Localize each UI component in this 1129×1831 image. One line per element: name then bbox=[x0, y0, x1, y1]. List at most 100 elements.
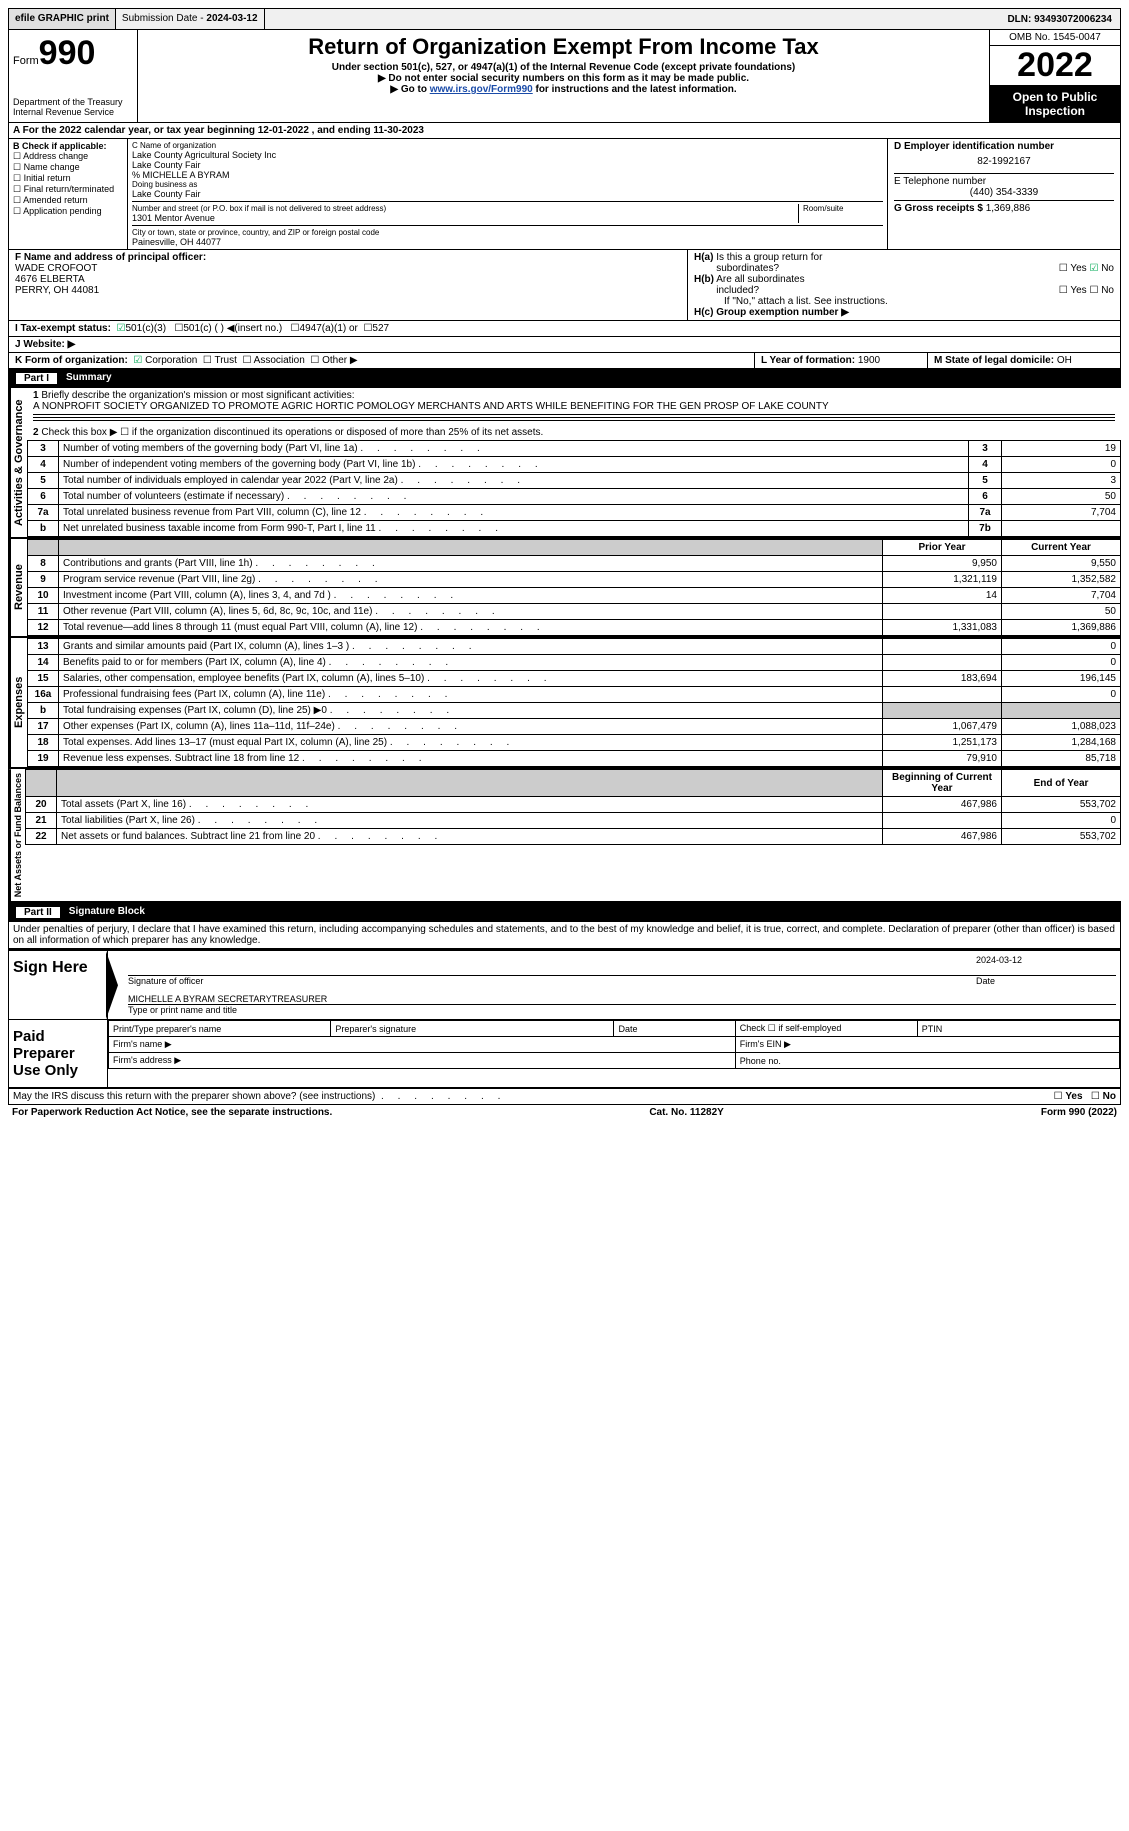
dln: DLN: 93493072006234 bbox=[999, 14, 1120, 25]
state-domicile-label: M State of legal domicile: bbox=[934, 355, 1057, 366]
ha-no[interactable] bbox=[1089, 263, 1101, 274]
org-name-1: Lake County Agricultural Society Inc bbox=[132, 150, 883, 160]
mission-label: Briefly describe the organization's miss… bbox=[41, 390, 354, 401]
check-initial-return[interactable]: Initial return bbox=[13, 173, 123, 184]
check-corp[interactable] bbox=[133, 355, 145, 366]
public-inspection: Open to Public Inspection bbox=[990, 86, 1120, 122]
col-begin: Beginning of Current Year bbox=[883, 770, 1002, 797]
org-name-2: Lake County Fair bbox=[132, 160, 883, 170]
sign-arrow-icon bbox=[106, 951, 118, 1019]
table-row: 19Revenue less expenses. Subtract line 1… bbox=[28, 751, 1121, 767]
entity-block: B Check if applicable: Address change Na… bbox=[8, 139, 1121, 250]
block-d: D Employer identification number 82-1992… bbox=[888, 139, 1120, 249]
firm-addr-label: Firm's address ▶ bbox=[109, 1053, 736, 1069]
firm-phone-label: Phone no. bbox=[735, 1053, 1119, 1069]
ha-no-label: No bbox=[1101, 263, 1114, 274]
discuss-text: May the IRS discuss this return with the… bbox=[13, 1091, 375, 1102]
revenue-section: Revenue Prior Year Current Year 8Contrib… bbox=[8, 539, 1121, 638]
footer-left: For Paperwork Reduction Act Notice, see … bbox=[12, 1107, 332, 1118]
label-assoc: Association bbox=[254, 355, 305, 366]
ein-value: 82-1992167 bbox=[894, 152, 1114, 171]
table-row: 6Total number of volunteers (estimate if… bbox=[28, 489, 1121, 505]
table-row: 12Total revenue—add lines 8 through 11 (… bbox=[28, 620, 1121, 636]
street-label: Number and street (or P.O. box if mail i… bbox=[132, 204, 798, 213]
period-begin: 12-01-2022 bbox=[258, 125, 309, 136]
label-trust: Trust bbox=[214, 355, 236, 366]
check-final-return[interactable]: Final return/terminated bbox=[13, 184, 123, 195]
part1-name: Summary bbox=[66, 372, 112, 385]
sign-date: 2024-03-12 bbox=[972, 955, 1116, 976]
form-org-row: K Form of organization: Corporation Trus… bbox=[8, 353, 1121, 369]
website-label: J Website: ▶ bbox=[15, 339, 75, 350]
table-row: 8Contributions and grants (Part VIII, li… bbox=[28, 556, 1121, 572]
dba-label: Doing business as bbox=[132, 180, 883, 189]
table-row: 20Total assets (Part X, line 16)467,9865… bbox=[26, 797, 1121, 813]
discuss-no-label: No bbox=[1103, 1091, 1116, 1102]
check-amended[interactable]: Amended return bbox=[13, 195, 123, 206]
hc-label: H(c) Group exemption number ▶ bbox=[694, 307, 849, 318]
col-prior: Prior Year bbox=[883, 540, 1002, 556]
check-501c3[interactable] bbox=[117, 323, 126, 334]
revenue-table: Prior Year Current Year 8Contributions a… bbox=[27, 539, 1121, 636]
line2-text: Check this box ▶ ☐ if the organization d… bbox=[41, 427, 543, 438]
prep-date-label: Date bbox=[614, 1021, 735, 1037]
block-b: B Check if applicable: Address change Na… bbox=[9, 139, 128, 249]
year-formation: 1900 bbox=[858, 355, 880, 366]
table-row: 22Net assets or fund balances. Subtract … bbox=[26, 829, 1121, 845]
period-end: 11-30-2023 bbox=[373, 125, 424, 136]
sig-officer-label: Signature of officer bbox=[128, 976, 976, 986]
form-title: Return of Organization Exempt From Incom… bbox=[142, 34, 985, 60]
ha-yes[interactable] bbox=[1059, 263, 1071, 274]
form-number: 990 bbox=[39, 34, 96, 72]
prep-self-employed[interactable]: Check ☐ if self-employed bbox=[735, 1021, 917, 1037]
page-footer: For Paperwork Reduction Act Notice, see … bbox=[8, 1105, 1121, 1120]
submission-label: Submission Date - bbox=[122, 13, 206, 24]
instructions-link-line: Go to www.irs.gov/Form990 for instructio… bbox=[142, 84, 985, 95]
hb-note: If "No," attach a list. See instructions… bbox=[694, 296, 1114, 307]
col-end: End of Year bbox=[1002, 770, 1121, 797]
hb-yes-label: Yes bbox=[1070, 285, 1086, 296]
hb-no[interactable] bbox=[1089, 285, 1101, 296]
table-row: 16aProfessional fundraising fees (Part I… bbox=[28, 687, 1121, 703]
gross-value: 1,369,886 bbox=[986, 203, 1031, 214]
discuss-yes-label: Yes bbox=[1065, 1091, 1082, 1102]
table-row: 9Program service revenue (Part VIII, lin… bbox=[28, 572, 1121, 588]
label-501c: 501(c) ( ) ◀(insert no.) bbox=[183, 323, 282, 334]
discuss-yes[interactable] bbox=[1054, 1091, 1066, 1102]
check-4947[interactable] bbox=[291, 323, 300, 334]
ptin-label: PTIN bbox=[917, 1021, 1119, 1037]
table-row: 21Total liabilities (Part X, line 26)0 bbox=[26, 813, 1121, 829]
check-trust[interactable] bbox=[203, 355, 215, 366]
hb-yes[interactable] bbox=[1059, 285, 1071, 296]
label-501c3: 501(c)(3) bbox=[125, 323, 166, 334]
preparer-table: Print/Type preparer's name Preparer's si… bbox=[108, 1020, 1120, 1069]
ein-label: D Employer identification number bbox=[894, 141, 1054, 152]
check-other[interactable] bbox=[310, 355, 322, 366]
block-b-title: B Check if applicable: bbox=[13, 141, 107, 151]
check-527[interactable] bbox=[363, 323, 372, 334]
label-corp: Corporation bbox=[145, 355, 197, 366]
check-application-pending[interactable]: Application pending bbox=[13, 206, 123, 217]
part1-label: Part I bbox=[15, 372, 58, 385]
year-formation-label: L Year of formation: bbox=[761, 355, 858, 366]
discuss-row: May the IRS discuss this return with the… bbox=[8, 1089, 1121, 1105]
part2-header: Part II Signature Block bbox=[8, 903, 1121, 922]
check-assoc[interactable] bbox=[242, 355, 253, 366]
discuss-no[interactable] bbox=[1091, 1091, 1103, 1102]
tax-exempt-label: I Tax-exempt status: bbox=[15, 323, 111, 334]
officer-addr1: 4676 ELBERTA bbox=[15, 274, 681, 285]
check-name-change[interactable]: Name change bbox=[13, 162, 123, 173]
netassets-table: Beginning of Current Year End of Year 20… bbox=[25, 769, 1121, 845]
check-address-change[interactable]: Address change bbox=[13, 151, 123, 162]
type-name-label: Type or print name and title bbox=[128, 1005, 1116, 1015]
efile-print-button[interactable]: efile GRAPHIC print bbox=[9, 9, 116, 29]
instructions-link[interactable]: www.irs.gov/Form990 bbox=[430, 84, 533, 95]
org-care-of: % MICHELLE A BYRAM bbox=[132, 170, 883, 180]
table-row: 11Other revenue (Part VIII, column (A), … bbox=[28, 604, 1121, 620]
form-header: Form990 Department of the Treasury Inter… bbox=[8, 30, 1121, 123]
omb-number: OMB No. 1545-0047 bbox=[990, 30, 1120, 46]
check-501c[interactable] bbox=[174, 323, 183, 334]
expenses-section: Expenses 13Grants and similar amounts pa… bbox=[8, 638, 1121, 769]
block-h: H(a) Is this a group return for subordin… bbox=[688, 250, 1120, 320]
firm-name-label: Firm's name ▶ bbox=[109, 1037, 736, 1053]
